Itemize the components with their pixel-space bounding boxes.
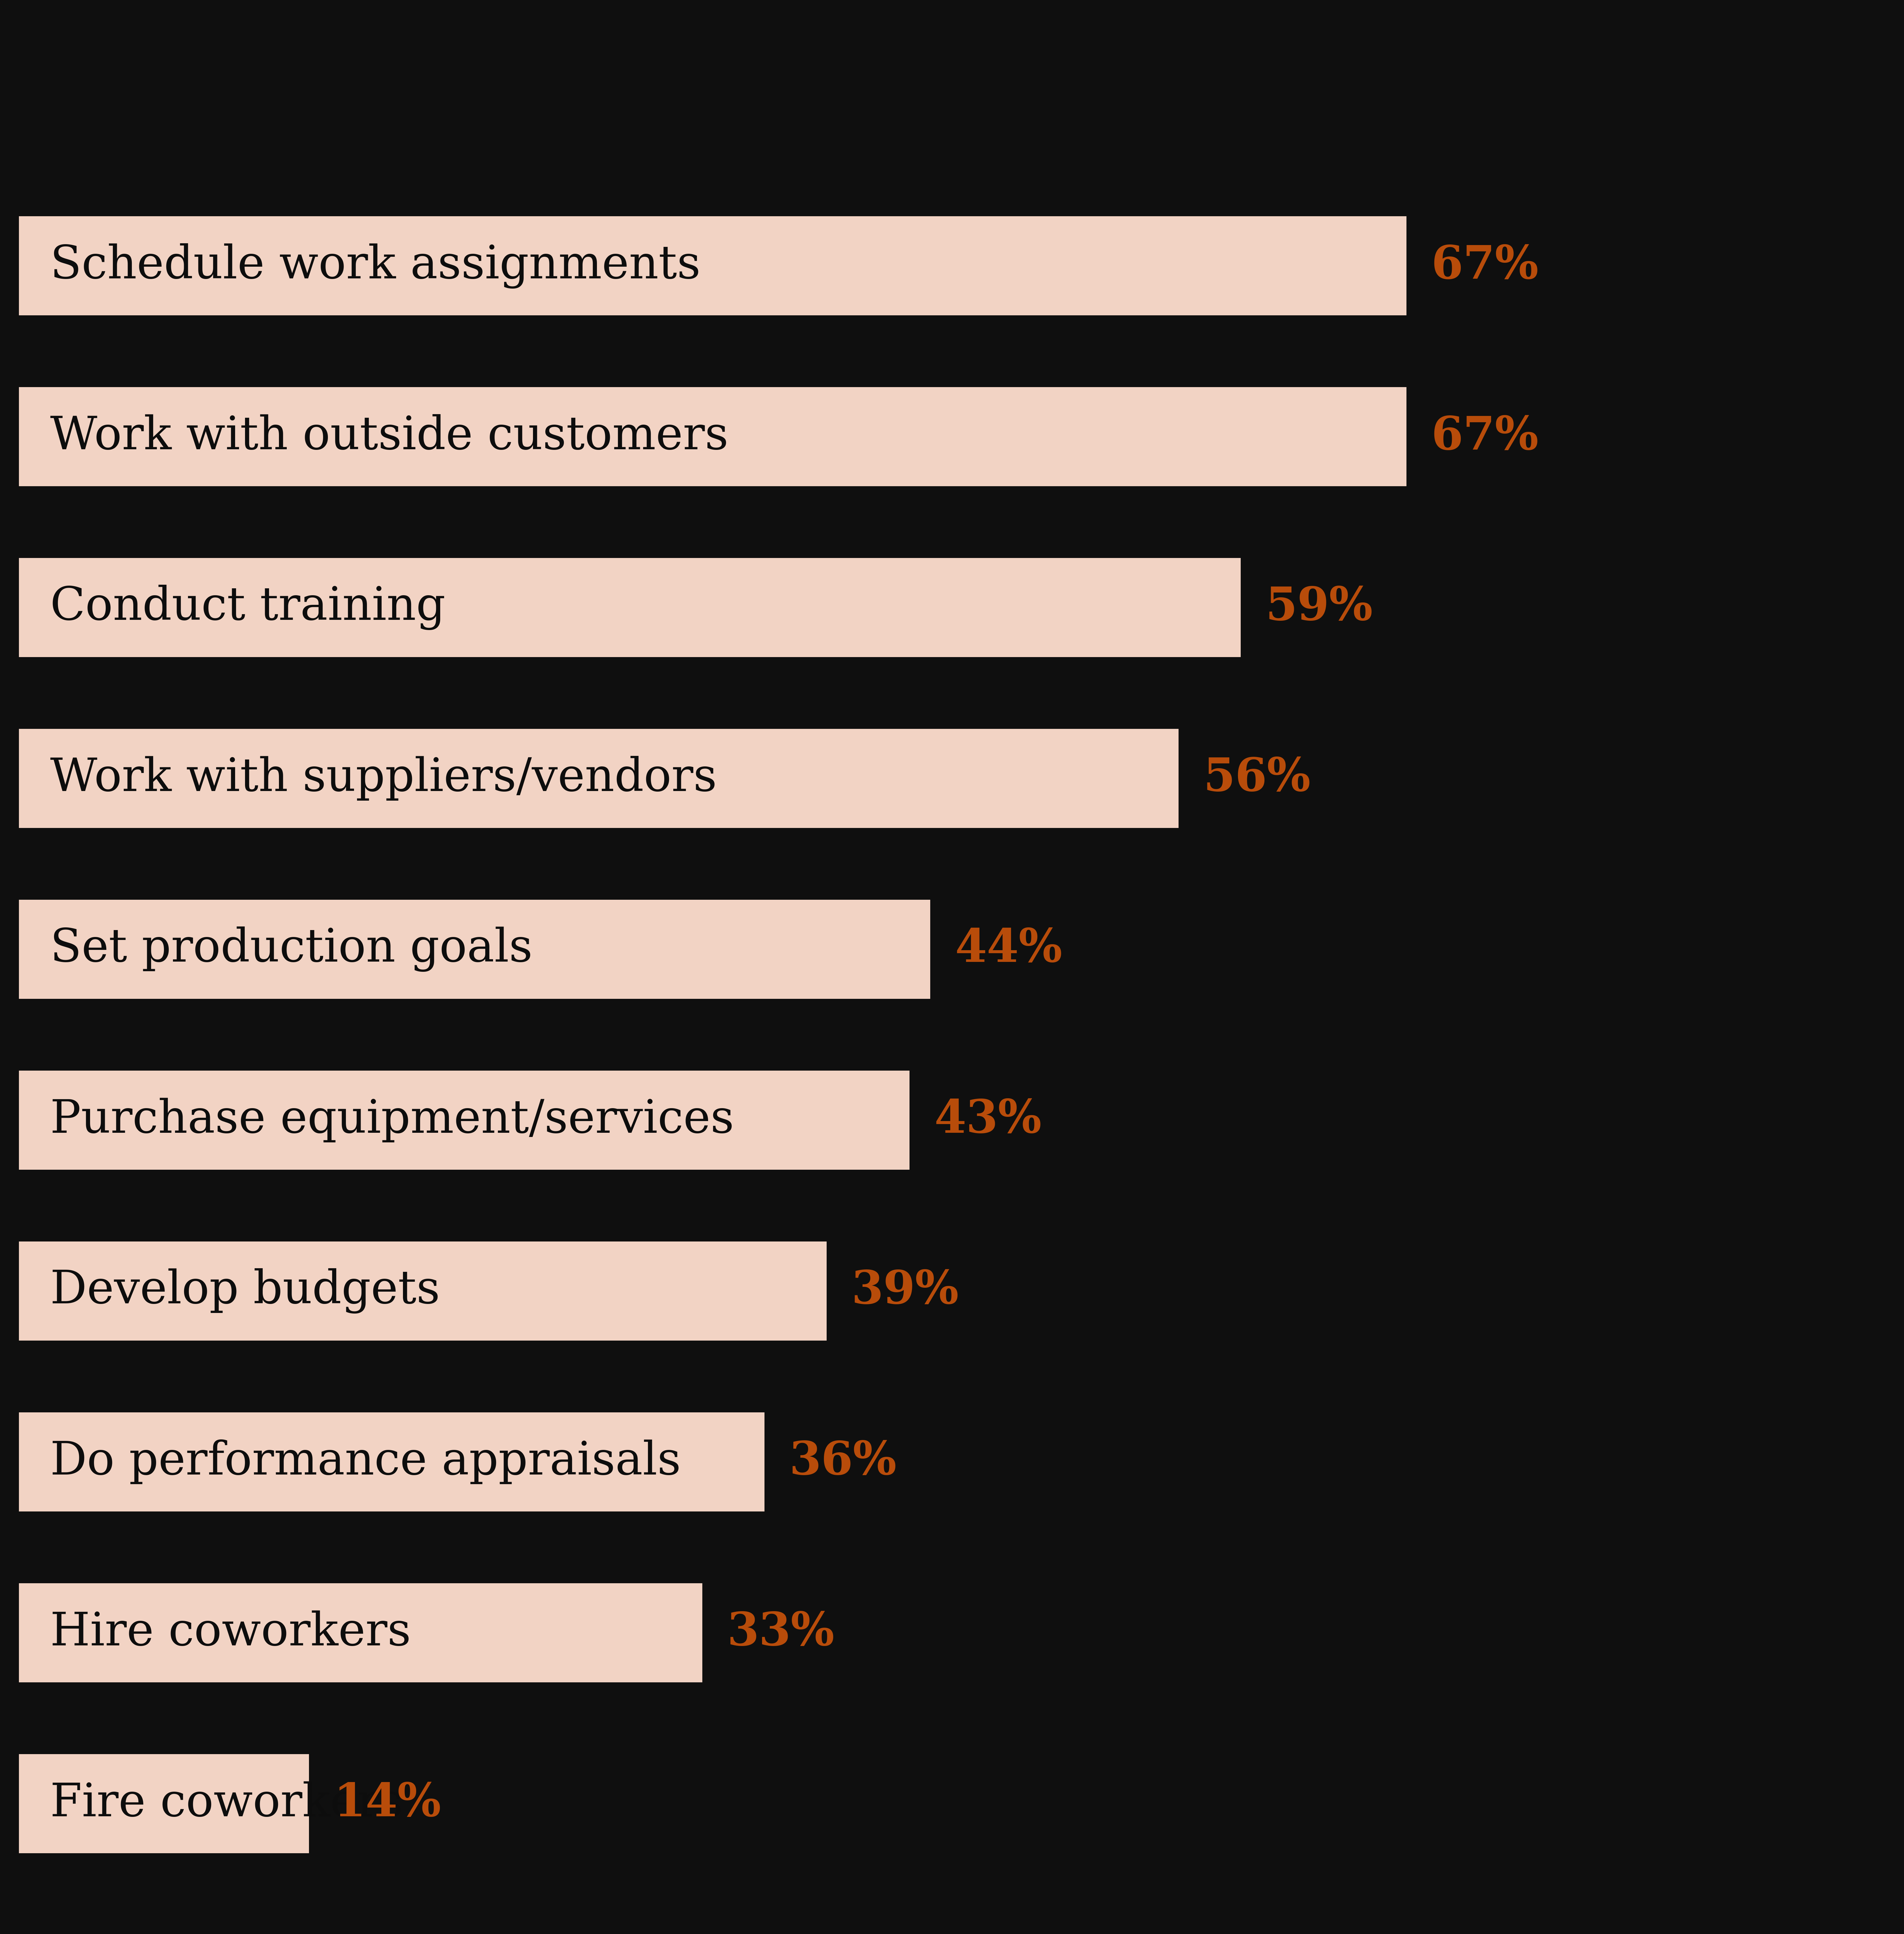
Text: 14%: 14% xyxy=(333,1781,442,1826)
Bar xyxy=(19,217,1407,315)
Text: 44%: 44% xyxy=(956,926,1062,971)
Bar xyxy=(19,729,1179,828)
Text: 39%: 39% xyxy=(851,1269,960,1313)
Bar xyxy=(19,1242,826,1340)
Bar xyxy=(19,1071,910,1170)
Text: 59%: 59% xyxy=(1266,586,1373,630)
Text: Schedule work assignments: Schedule work assignments xyxy=(50,244,701,288)
Text: 67%: 67% xyxy=(1432,414,1538,458)
Text: Develop budgets: Develop budgets xyxy=(50,1269,440,1313)
Text: 56%: 56% xyxy=(1203,756,1310,801)
Text: Work with outside customers: Work with outside customers xyxy=(50,414,729,458)
Bar xyxy=(19,899,929,998)
Text: 36%: 36% xyxy=(790,1439,897,1483)
Text: Work with suppliers/vendors: Work with suppliers/vendors xyxy=(50,756,716,801)
Text: 33%: 33% xyxy=(727,1611,834,1656)
Bar xyxy=(19,1412,765,1510)
Text: Set production goals: Set production goals xyxy=(50,926,533,973)
Bar xyxy=(19,1754,308,1853)
Text: 43%: 43% xyxy=(935,1099,1041,1143)
Bar xyxy=(19,1584,703,1683)
Bar xyxy=(19,559,1241,658)
Text: Purchase equipment/services: Purchase equipment/services xyxy=(50,1099,735,1143)
Text: Do performance appraisals: Do performance appraisals xyxy=(50,1439,682,1483)
Text: Hire coworkers: Hire coworkers xyxy=(50,1611,411,1656)
Text: Fire coworkers: Fire coworkers xyxy=(50,1781,404,1826)
Text: Conduct training: Conduct training xyxy=(50,584,446,630)
Bar xyxy=(19,387,1407,485)
Text: 67%: 67% xyxy=(1432,244,1538,288)
